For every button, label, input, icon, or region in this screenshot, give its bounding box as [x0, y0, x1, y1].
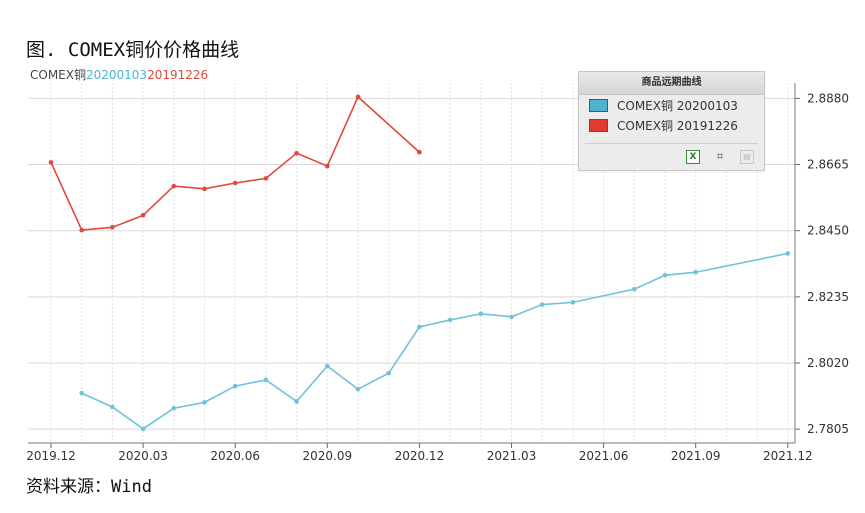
series-header-base: COMEX铜: [30, 68, 86, 82]
y-tick-label: 2.8665: [807, 158, 849, 172]
y-tick-label: 2.8020: [807, 356, 849, 370]
x-tick-label: 2021.09: [671, 449, 721, 463]
x-tick-label: 2020.06: [210, 449, 260, 463]
data-point: [232, 180, 238, 186]
data-point: [693, 269, 698, 275]
x-tick-label: 2020.09: [302, 449, 352, 463]
crop-icon[interactable]: ⌗: [716, 149, 724, 163]
series-line-0: [81, 252, 788, 430]
excel-export-icon[interactable]: X: [686, 150, 700, 164]
data-point: [79, 390, 84, 396]
chart-legend[interactable]: 商品远期曲线 COMEX铜 20200103 COMEX铜 20191226 X…: [578, 71, 765, 171]
data-point: [570, 300, 576, 305]
data-point: [48, 160, 54, 165]
data-point: [662, 273, 668, 278]
legend-separator: [585, 143, 758, 144]
data-point: [79, 227, 84, 233]
data-point: [478, 311, 484, 317]
data-point: [202, 400, 207, 405]
series-line-1: [50, 95, 420, 231]
disabled-tool-icon: ▤: [740, 150, 754, 164]
data-point: [110, 225, 115, 230]
data-point: [785, 251, 791, 256]
data-point: [417, 324, 422, 330]
series-header-date2: 20191226: [147, 68, 209, 82]
legend-item-20191226[interactable]: COMEX铜 20191226: [579, 115, 764, 135]
data-point: [539, 302, 545, 307]
x-tick-label: 2021.06: [579, 449, 629, 463]
x-tick-label: 2021.12: [763, 449, 813, 463]
data-point: [202, 186, 207, 192]
data-point: [509, 314, 514, 320]
data-point: [110, 404, 115, 410]
data-point: [294, 399, 299, 404]
data-point: [386, 370, 392, 376]
y-tick-label: 2.8235: [807, 290, 849, 304]
y-tick-label: 2.7805: [807, 422, 849, 436]
data-point: [325, 363, 330, 369]
data-point: [447, 317, 453, 323]
series-header: COMEX铜2020010320191226: [30, 66, 208, 83]
data-point: [325, 163, 330, 169]
data-point: [171, 405, 177, 411]
data-point: [232, 383, 238, 389]
y-tick-label: 2.8880: [807, 91, 849, 105]
data-point: [355, 386, 361, 392]
legend-swatch-20191226: [589, 118, 608, 132]
data-point: [355, 94, 361, 100]
x-tick-label: 2020.03: [118, 449, 168, 463]
x-tick-label: 2019.12: [26, 449, 76, 463]
legend-swatch-20200103: [589, 98, 608, 112]
y-tick-label: 2.8450: [807, 224, 849, 238]
legend-label-20200103: COMEX铜 20200103: [617, 98, 738, 113]
legend-label-20191226: COMEX铜 20191226: [617, 118, 738, 133]
series-header-date1: 20200103: [85, 68, 148, 82]
data-point: [140, 426, 146, 432]
legend-title: 商品远期曲线: [579, 72, 764, 95]
data-point: [171, 183, 177, 189]
legend-toolbar: X ⌗ ▤: [686, 150, 754, 164]
data-point: [263, 377, 269, 383]
data-point: [140, 213, 146, 218]
source-note: 资料来源：Wind: [26, 477, 152, 497]
x-tick-label: 2021.03: [487, 449, 537, 463]
legend-item-20200103[interactable]: COMEX铜 20200103: [579, 95, 764, 115]
data-point: [417, 149, 422, 155]
x-tick-label: 2020.12: [395, 449, 445, 463]
data-point: [263, 176, 269, 181]
figure-title: 图. COMEX铜价价格曲线: [26, 39, 240, 61]
data-point: [294, 150, 299, 156]
data-point: [632, 286, 637, 292]
